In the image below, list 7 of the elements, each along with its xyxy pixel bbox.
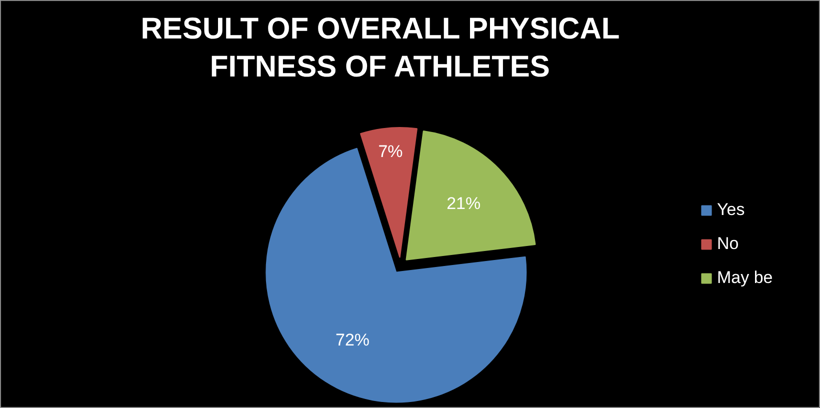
data-label: 7% xyxy=(378,142,403,161)
data-label: 72% xyxy=(335,330,370,350)
chart-title: RESULT OF OVERALL PHYSICAL FITNESS OF ATHLETES xyxy=(140,12,620,84)
data-label: 21% xyxy=(446,194,481,213)
legend-label: Yes xyxy=(717,200,745,220)
legend-label: May be xyxy=(717,268,773,288)
legend-label: No xyxy=(717,234,739,254)
